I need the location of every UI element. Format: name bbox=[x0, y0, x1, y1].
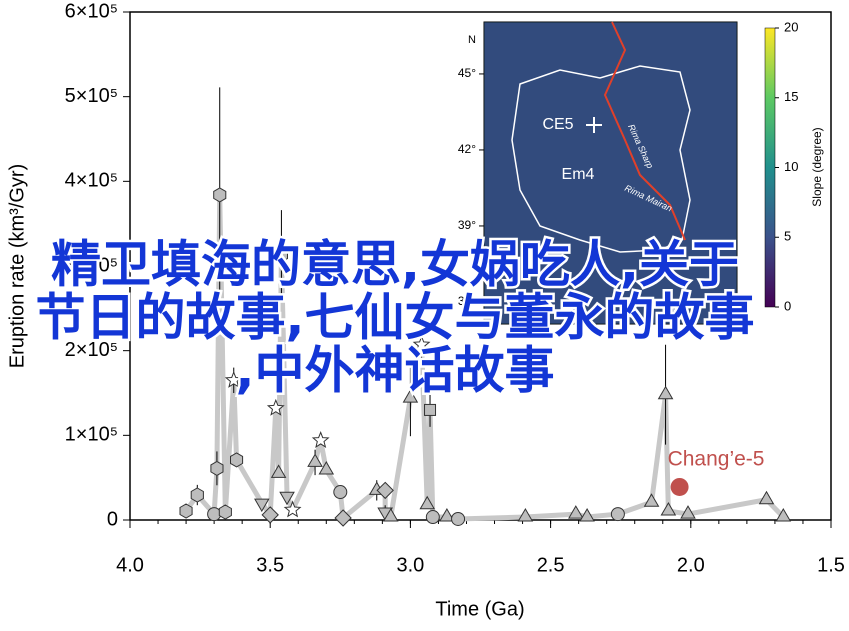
point bbox=[610, 507, 625, 522]
annotation-label: Chang’e-5 bbox=[668, 448, 765, 471]
annotation-dot bbox=[670, 477, 689, 496]
point bbox=[210, 460, 224, 476]
colorbar-tick-label: 0 bbox=[784, 298, 791, 313]
point bbox=[643, 493, 660, 507]
point bbox=[207, 507, 222, 522]
lat-tick-label: 39° bbox=[458, 218, 476, 232]
point bbox=[758, 490, 775, 505]
y-tick-label: 4×10⁵ bbox=[65, 170, 118, 192]
main-plot: Eruption rate (km³/Gyr) Time (Ga) 0 1×10⁵… bbox=[6, 0, 845, 620]
point bbox=[283, 500, 302, 518]
y-tick-label: 2×10⁵ bbox=[65, 339, 118, 361]
colorbar-tick-label: 15 bbox=[784, 89, 798, 104]
colorbar bbox=[764, 27, 776, 308]
inset-map: N CE5 Em4 Rima Sharp Rima Mairan Slope (… bbox=[458, 19, 824, 325]
point bbox=[382, 508, 399, 522]
point bbox=[307, 453, 323, 467]
point bbox=[775, 508, 792, 522]
point bbox=[568, 505, 584, 519]
lat-tick-label: 45° bbox=[458, 66, 476, 80]
point bbox=[425, 510, 440, 525]
map-image bbox=[483, 21, 738, 325]
point bbox=[412, 335, 431, 353]
x-tick-label: 4.0 bbox=[116, 554, 144, 576]
colorbar-tick-label: 20 bbox=[784, 19, 798, 34]
site-label: CE5 bbox=[542, 116, 573, 133]
lat-tick-label: 36° bbox=[458, 294, 476, 308]
colorbar-label: Slope (degree) bbox=[810, 127, 824, 206]
point bbox=[270, 464, 287, 478]
y-tick-label: 6×10⁵ bbox=[65, 0, 118, 22]
colorbar-tick-label: 10 bbox=[784, 159, 798, 174]
point bbox=[424, 403, 437, 416]
rille-path bbox=[603, 21, 686, 241]
unit-label: Em4 bbox=[562, 166, 595, 183]
point bbox=[218, 504, 232, 520]
x-tick-label: 2.5 bbox=[537, 554, 565, 576]
x-tick-label: 2.0 bbox=[677, 554, 705, 576]
point bbox=[439, 508, 455, 522]
point bbox=[376, 481, 394, 500]
point bbox=[333, 485, 348, 500]
point bbox=[657, 385, 674, 400]
x-axis-label: Time (Ga) bbox=[435, 598, 524, 620]
point bbox=[224, 370, 243, 388]
lat-tick-label: 42° bbox=[458, 142, 476, 156]
y-tick-label: 0 bbox=[107, 508, 118, 530]
point bbox=[213, 187, 227, 203]
point bbox=[579, 508, 595, 522]
map-texture bbox=[484, 22, 737, 324]
point bbox=[230, 452, 244, 468]
point bbox=[660, 502, 677, 516]
unit-boundary bbox=[511, 65, 691, 253]
marks: Chang’e-5 bbox=[179, 87, 792, 527]
colorbar-tick-label: 5 bbox=[784, 229, 791, 244]
point bbox=[451, 511, 466, 526]
point bbox=[402, 389, 419, 403]
point bbox=[274, 247, 288, 263]
x-tick-label: 3.5 bbox=[256, 554, 284, 576]
point bbox=[190, 487, 204, 503]
x-tick-label: 1.5 bbox=[817, 554, 845, 576]
overlay-text: 节日的故事,七仙女与董永的故事 bbox=[36, 289, 755, 347]
point bbox=[334, 509, 352, 527]
point bbox=[179, 503, 193, 519]
y-tick-label: 3×10⁵ bbox=[65, 254, 118, 276]
north-label: N bbox=[468, 34, 476, 46]
overlay-text: ,中外神话故事 bbox=[236, 342, 555, 400]
point bbox=[266, 398, 285, 416]
y-tick-label: 1×10⁵ bbox=[65, 424, 118, 446]
point bbox=[254, 498, 270, 513]
point bbox=[318, 460, 335, 475]
point bbox=[311, 431, 330, 449]
point bbox=[261, 506, 279, 524]
x-tick-label: 3.0 bbox=[396, 554, 424, 576]
point bbox=[279, 491, 295, 506]
point bbox=[419, 495, 436, 510]
point bbox=[680, 505, 696, 519]
point bbox=[517, 508, 534, 522]
overlay-text: 精卫填海的意思,女娲吃人,关于 bbox=[51, 236, 739, 294]
y-axis-label: Eruption rate (km³/Gyr) bbox=[6, 164, 28, 368]
y-tick-label: 5×10⁵ bbox=[65, 85, 118, 107]
